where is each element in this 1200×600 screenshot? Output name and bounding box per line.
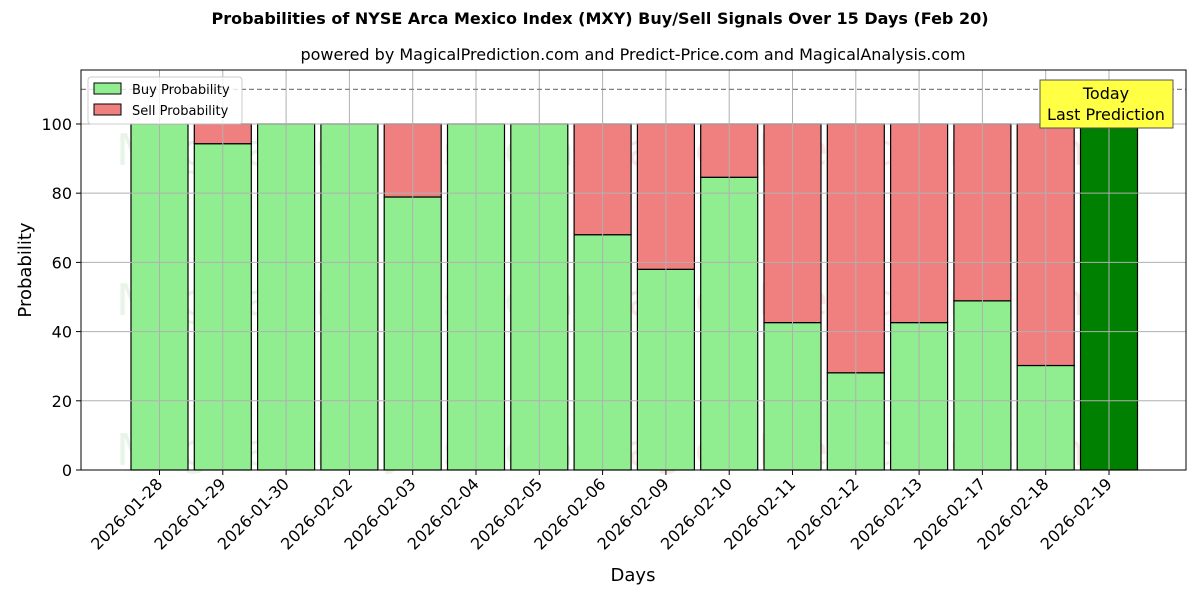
legend-sell-label: Sell Probability <box>132 104 229 119</box>
plot-area-frame <box>80 69 1187 471</box>
chart-title: Probabilities of NYSE Arca Mexico Index … <box>211 9 989 28</box>
y-tick-label: 80 <box>52 184 72 203</box>
x-axis: 2026-01-282026-01-292026-01-302026-02-02… <box>87 470 1116 554</box>
legend-buy-label: Buy Probability <box>132 83 230 98</box>
y-axis-label: Probability <box>15 222 36 317</box>
y-tick-label: 40 <box>52 323 72 342</box>
legend: Buy Probability Sell Probability <box>87 76 243 125</box>
y-tick-label: 100 <box>41 115 72 134</box>
annotation-line1: Today <box>1082 84 1129 103</box>
y-tick-label: 20 <box>52 392 72 411</box>
today-annotation: Today Last Prediction <box>1039 79 1174 129</box>
annotation-line2: Last Prediction <box>1047 105 1165 124</box>
legend-sell-swatch <box>93 103 122 116</box>
y-axis: 0 20 40 60 80 100 <box>41 115 81 480</box>
y-tick-label: 0 <box>62 461 72 480</box>
legend-buy-swatch <box>93 82 122 95</box>
chart-subtitle: powered by MagicalPrediction.com and Pre… <box>300 45 966 64</box>
x-axis-label: Days <box>611 565 656 586</box>
y-tick-label: 60 <box>52 253 72 272</box>
grid-lines <box>81 70 1186 471</box>
